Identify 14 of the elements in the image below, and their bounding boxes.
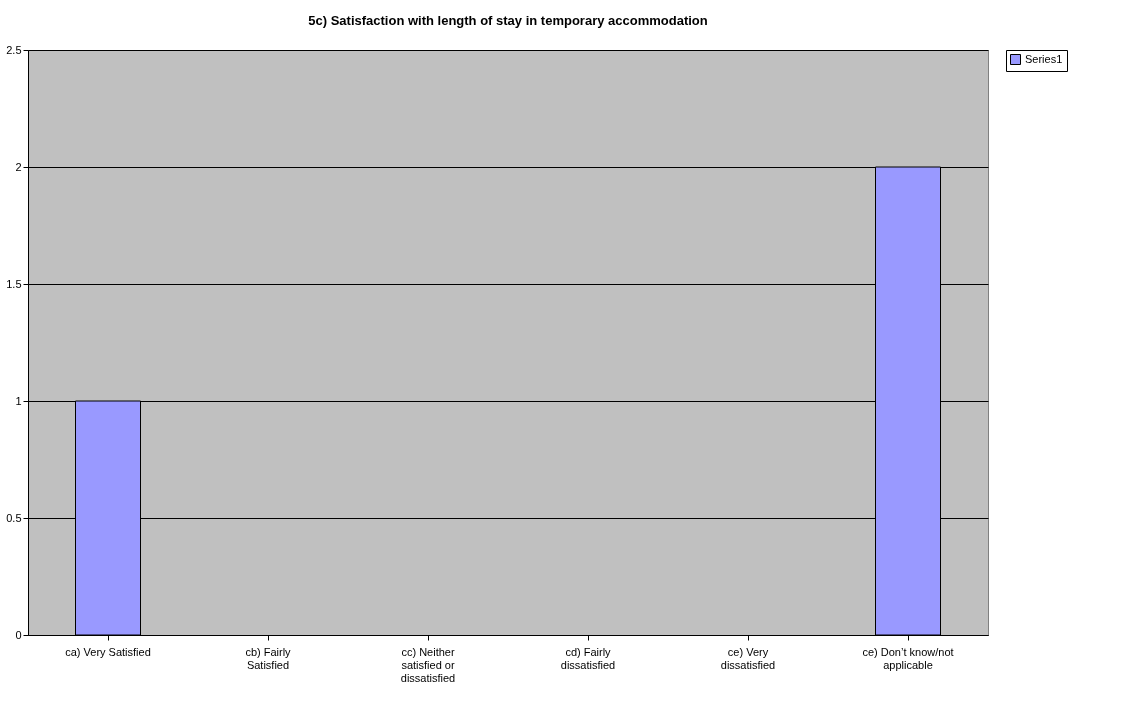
x-tick-label: cd) Fairly dissatisfied (560, 645, 616, 671)
chart-title: 5c) Satisfaction with length of stay in temporary accommodation (308, 13, 708, 28)
y-tick-label: 2.5 (6, 43, 22, 56)
x-tick-label: cc) Neither satisfied or dissatisfied (400, 645, 456, 684)
y-tick-label: 1 (15, 394, 22, 407)
y-tick-label: 0.5 (6, 511, 22, 524)
y-tick-label: 0 (15, 628, 22, 641)
x-tick-label: cb) Fairly Satisfied (245, 645, 292, 671)
y-tick-label: 2 (15, 160, 22, 173)
y-tick-label: 1.5 (6, 277, 22, 290)
legend-label: Series1 (1025, 52, 1063, 65)
x-tick-label: ce) Very dissatisfied (720, 645, 776, 671)
x-tick-label: ce) Don’t know/not applicable (862, 645, 954, 671)
x-tick-label: ca) Very Satisfied (65, 645, 151, 658)
